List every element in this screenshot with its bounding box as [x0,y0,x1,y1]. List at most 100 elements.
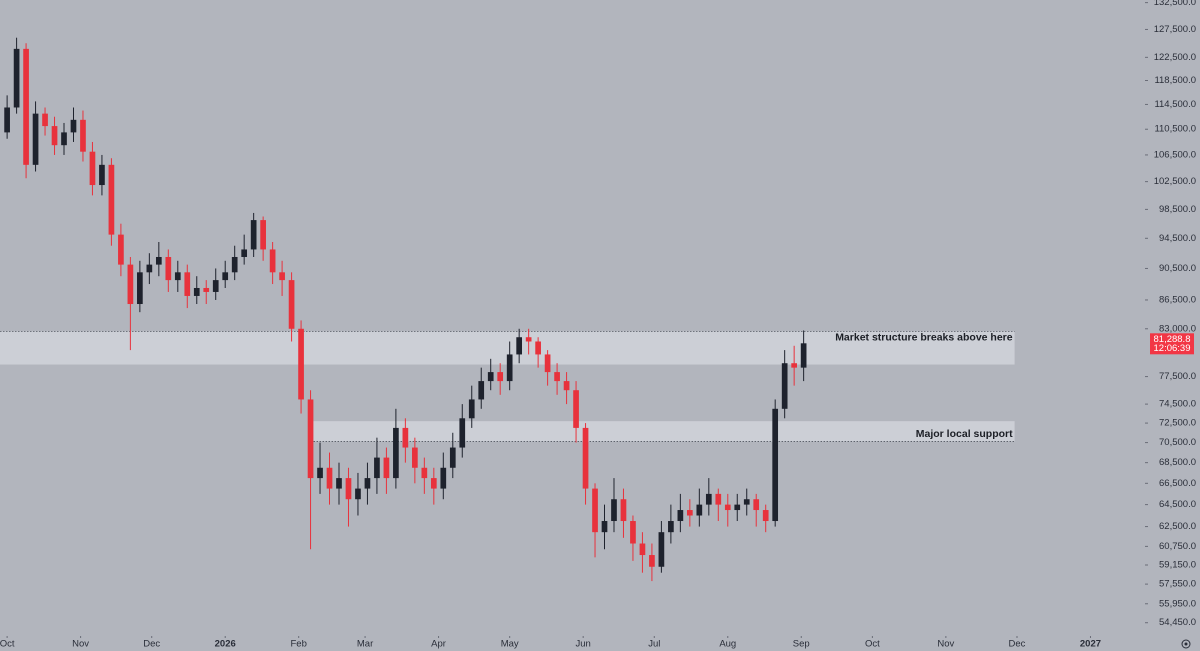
candle-body [620,499,627,522]
candle-body [791,363,797,368]
candle-body [440,467,447,489]
candle-body [250,220,257,250]
zone [310,421,1015,442]
candle-body [13,48,20,108]
y-tick-label: 68,500.0 [1159,457,1196,468]
candle-body [99,164,105,186]
candle-body [288,280,295,329]
candle-body [478,381,485,400]
candle-body [4,107,10,133]
candle-body [516,337,523,355]
x-tick-label: Apr [431,639,446,650]
y-tick-label: 83,000.0 [1159,323,1196,334]
candle-body [734,504,741,511]
candle-body [687,510,693,516]
y-tick-label: 59,150.0 [1159,560,1196,571]
candle-body [630,521,636,544]
x-tick-label: Aug [719,639,736,650]
candle-body [355,488,361,500]
candle-body [715,493,722,505]
candle-body [573,390,579,428]
candle-body [269,249,276,273]
candle-body [241,249,248,257]
x-tick-label: Sep [793,639,810,650]
candle-body [203,287,210,292]
y-tick-label: 114,500.0 [1154,99,1196,110]
candle-body [525,337,532,342]
candle-body [118,234,124,265]
candle-body [51,126,58,146]
candle-body [345,478,352,500]
candle-body [649,555,655,567]
y-tick-label: 62,500.0 [1159,521,1196,532]
y-tick-label: 70,500.0 [1159,437,1196,448]
candle-body [70,119,77,133]
candle-body [42,113,48,127]
candle-body [279,272,285,281]
y-tick-label: 72,500.0 [1159,418,1196,429]
candle-body [449,447,456,468]
y-tick-label: 118,500.0 [1154,75,1196,86]
x-tick-label: Dec [1009,639,1026,650]
y-tick-label: 77,500.0 [1159,371,1196,382]
y-tick-label: 57,550.0 [1159,579,1196,590]
settings-icon[interactable] [1181,639,1191,649]
candle-body [563,381,570,391]
y-tick-label: 94,500.0 [1159,233,1196,244]
candle-body [231,256,238,273]
x-tick-label: 2027 [1080,639,1101,650]
y-tick-label: 66,500.0 [1159,478,1196,489]
candle-body [668,521,674,533]
x-tick-label: Jun [576,639,591,650]
x-tick-label: Dec [143,639,160,650]
candle-body [459,418,466,448]
x-tick-label: Oct [0,639,15,650]
candle-body [222,272,229,281]
candle-body [781,363,788,409]
y-tick-label: 55,950.0 [1159,598,1196,609]
x-tick-label: Oct [865,639,880,650]
y-tick-label: 122,500.0 [1154,52,1196,63]
candle-body [497,372,504,382]
x-tick-label: Mar [357,639,373,650]
candle-body [307,399,314,479]
candle-body [393,427,399,479]
y-tick-label: 102,500.0 [1154,176,1196,187]
candle-body [430,478,437,489]
candle-body [800,343,807,368]
candle-body [487,372,494,382]
y-tick-label: 54,450.0 [1159,617,1196,628]
candle-body [260,220,266,250]
candle-body [592,488,598,533]
y-tick-label: 86,500.0 [1159,294,1196,305]
candle-body [705,493,712,505]
x-tick-label: Nov [72,639,89,650]
candle-body [155,256,162,265]
candle-body [412,447,418,468]
countdown-label: 12:06:39 [1154,343,1191,354]
candle-body [421,467,428,479]
y-tick-label: 106,500.0 [1154,149,1196,160]
y-tick-label: 132,500.0 [1154,0,1196,8]
candle-body [32,113,39,165]
x-tick-label: May [501,639,519,650]
candle-body [772,408,779,522]
candle-body [402,427,409,448]
candle-body [184,272,191,296]
candle-body [364,478,371,489]
candle-body [639,543,646,556]
candle-body [611,499,617,522]
y-tick-label: 110,500.0 [1154,124,1196,135]
candle-body [137,272,143,305]
candle-body [317,467,323,479]
last-price-box [1150,333,1194,355]
zone-label: Market structure breaks above here [835,332,1013,344]
candle-body [374,457,380,479]
candle-body [743,499,750,505]
candle-body [146,264,153,273]
candle-body [753,499,760,511]
candle-body [601,521,608,533]
x-tick-label: 2026 [215,639,236,650]
